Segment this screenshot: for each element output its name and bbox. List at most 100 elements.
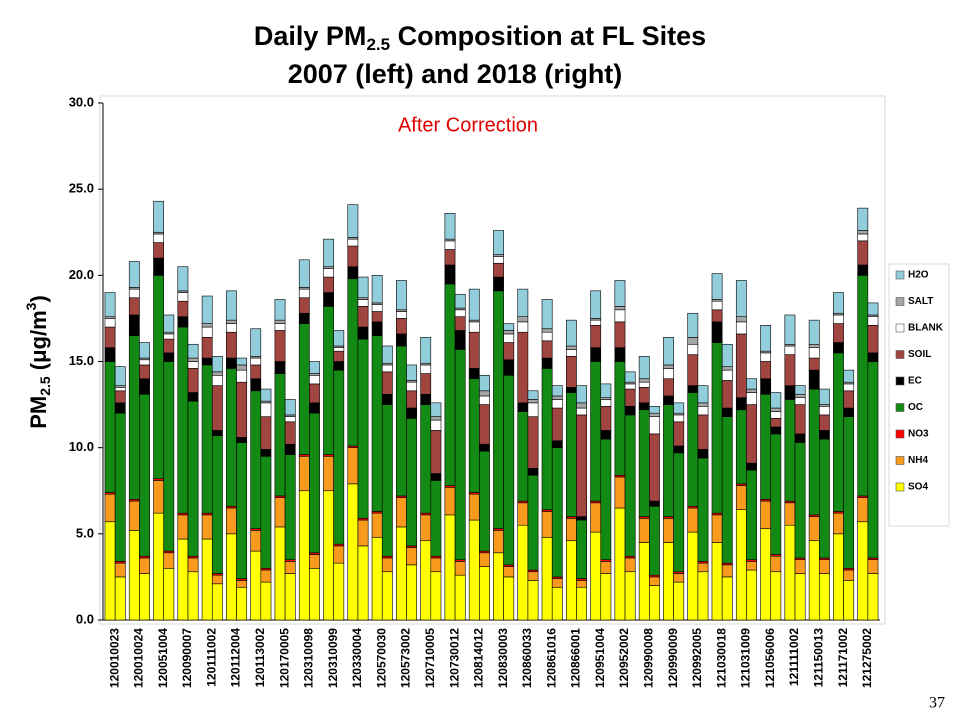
bar-segment	[309, 374, 320, 385]
bar-segment	[333, 330, 345, 347]
bar-segment	[420, 364, 432, 374]
bar-segment	[687, 392, 699, 507]
bar-segment	[517, 321, 529, 333]
bar-segment	[163, 552, 175, 569]
bar-segment	[236, 357, 248, 366]
x-tick-label: 120830003	[496, 628, 510, 688]
bar-segment	[711, 300, 723, 311]
legend-label: NH4	[908, 455, 928, 466]
bar-segment	[867, 573, 879, 621]
bar-segment	[663, 364, 674, 369]
bar-segment	[153, 242, 165, 259]
bar-segment	[250, 364, 262, 380]
legend-swatch	[895, 429, 905, 439]
bar-segment	[309, 554, 320, 569]
bar-segment	[260, 581, 272, 621]
bar-segment	[406, 547, 418, 566]
bar-segment	[857, 207, 869, 231]
bar-segment	[347, 245, 359, 268]
bar-segment	[663, 337, 674, 366]
bar-segment	[381, 371, 393, 395]
bar-segment	[697, 449, 709, 459]
bar-segment	[746, 569, 757, 621]
bar-segment	[527, 399, 539, 404]
bar-segment	[323, 276, 334, 293]
bar-segment	[104, 292, 116, 317]
bar-segment	[638, 542, 650, 621]
bar-segment	[250, 378, 262, 392]
bar-segment	[735, 321, 747, 335]
annotation: After Correction	[398, 114, 538, 136]
bar-segment	[673, 445, 685, 454]
y-tick-label: 0.0	[76, 611, 94, 626]
x-tick-label: 120310099	[326, 628, 340, 688]
legend-swatch	[895, 376, 905, 386]
bar-segment	[590, 319, 602, 326]
bar-segment	[309, 402, 320, 414]
bar-segment	[614, 347, 626, 362]
bar-segment	[833, 314, 844, 324]
bar-segment	[333, 562, 345, 621]
bar-segment	[454, 349, 466, 560]
bar-segment	[274, 526, 286, 621]
bar-segment	[818, 559, 830, 574]
bar-segment	[284, 443, 296, 455]
bar-segment	[711, 514, 723, 543]
bar-segment	[649, 412, 660, 417]
bar-segment	[857, 233, 869, 242]
bar-segment	[590, 502, 602, 533]
bar-segment	[808, 540, 820, 621]
bar-segment	[479, 552, 490, 567]
bar-segment	[649, 585, 660, 621]
bar-segment	[541, 511, 553, 538]
bar-segment	[479, 395, 490, 405]
bar-segment	[139, 557, 150, 574]
bar-segment	[624, 388, 636, 407]
bar-segment	[201, 514, 213, 540]
bar-segment	[503, 330, 515, 335]
legend-swatch	[895, 270, 905, 280]
bar-segment	[867, 361, 879, 559]
bar-segment	[479, 443, 490, 452]
bar-segment	[371, 335, 383, 512]
bar-segment	[381, 393, 393, 405]
bar-segment	[746, 388, 757, 393]
bar-segment	[735, 409, 747, 485]
bar-segment	[770, 426, 782, 435]
bar-segment	[517, 502, 529, 526]
bar-segment	[211, 371, 223, 376]
bar-segment	[527, 474, 539, 571]
bar-segment	[784, 385, 796, 400]
bar-segment	[600, 406, 612, 431]
bar-segment	[226, 290, 237, 321]
x-tick-label: 120330004	[350, 628, 364, 688]
bar-segment	[687, 343, 699, 355]
bar-segment	[274, 373, 286, 497]
bar-segment	[236, 586, 248, 621]
x-tick-label: 120112004	[229, 628, 243, 688]
bar-segment	[298, 312, 310, 324]
bar-segment	[396, 333, 407, 347]
bar-segment	[818, 414, 830, 431]
bar-segment	[274, 323, 286, 331]
bar-segment	[284, 573, 296, 621]
bar-segment	[600, 438, 612, 560]
bar-segment	[614, 507, 626, 621]
bar-segment	[444, 487, 456, 516]
bar-segment	[201, 295, 213, 324]
bar-segment	[711, 273, 723, 300]
bar-segment	[808, 357, 820, 371]
bar-segment	[808, 369, 820, 390]
bar-segment	[541, 328, 553, 333]
x-tick-label: 121150013	[811, 628, 825, 688]
bar-segment	[114, 562, 126, 578]
bar-segment	[406, 418, 418, 547]
bar-segment	[226, 357, 237, 369]
bar-segment	[746, 404, 757, 464]
bar-segment	[551, 440, 563, 448]
bar-segment	[746, 469, 757, 560]
bar-segment	[770, 555, 782, 573]
bar-segment	[576, 519, 587, 579]
bar-segment	[201, 323, 213, 328]
bar-segment	[517, 331, 529, 404]
